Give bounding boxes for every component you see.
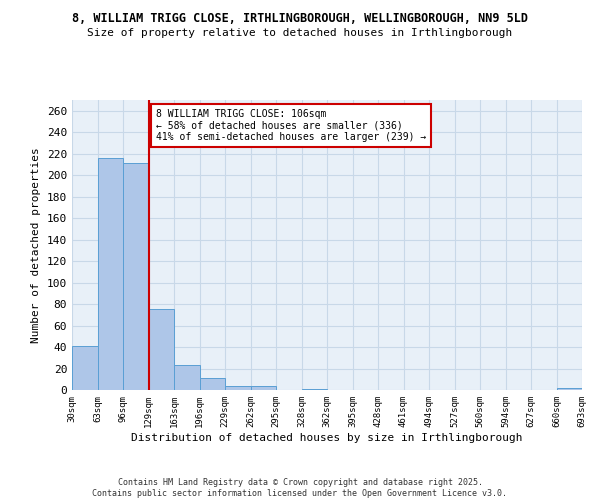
- Bar: [149, 310, 174, 390]
- Bar: [251, 386, 276, 390]
- Text: Contains HM Land Registry data © Crown copyright and database right 2025.
Contai: Contains HM Land Registry data © Crown c…: [92, 478, 508, 498]
- Bar: [225, 386, 251, 390]
- Bar: [72, 346, 97, 390]
- Bar: [97, 158, 123, 390]
- Bar: [123, 164, 149, 390]
- Y-axis label: Number of detached properties: Number of detached properties: [31, 147, 41, 343]
- Bar: [174, 366, 199, 390]
- X-axis label: Distribution of detached houses by size in Irthlingborough: Distribution of detached houses by size …: [131, 432, 523, 442]
- Text: 8 WILLIAM TRIGG CLOSE: 106sqm
← 58% of detached houses are smaller (336)
41% of : 8 WILLIAM TRIGG CLOSE: 106sqm ← 58% of d…: [156, 108, 427, 142]
- Text: 8, WILLIAM TRIGG CLOSE, IRTHLINGBOROUGH, WELLINGBOROUGH, NN9 5LD: 8, WILLIAM TRIGG CLOSE, IRTHLINGBOROUGH,…: [72, 12, 528, 26]
- Bar: [199, 378, 225, 390]
- Bar: [557, 388, 582, 390]
- Text: Size of property relative to detached houses in Irthlingborough: Size of property relative to detached ho…: [88, 28, 512, 38]
- Bar: [302, 389, 327, 390]
